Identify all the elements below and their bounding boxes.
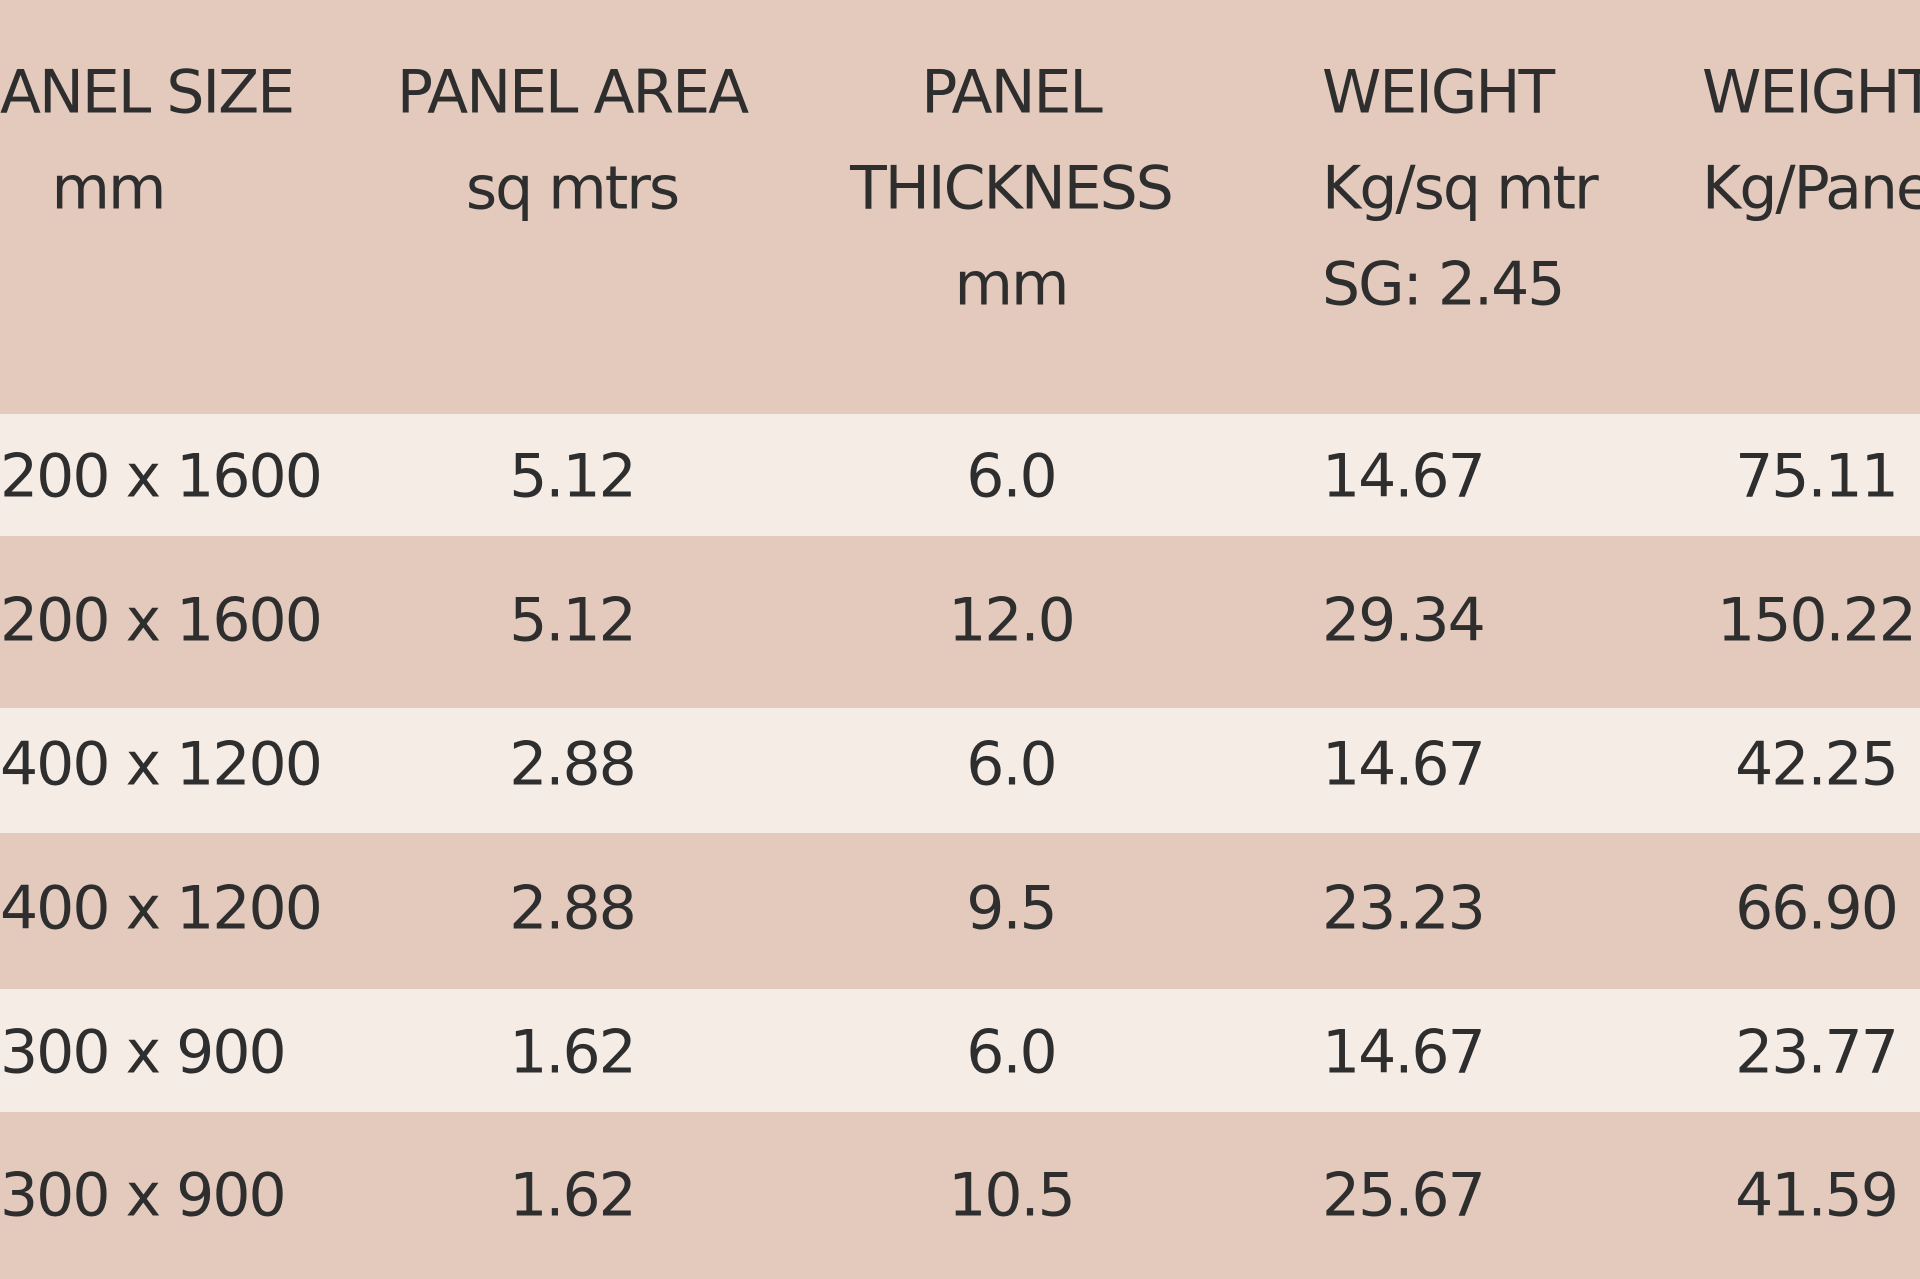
row-background bbox=[0, 414, 1920, 536]
table-cell: 29.34 bbox=[1322, 586, 1484, 656]
table-cell: 41.59 bbox=[1735, 1161, 1897, 1231]
table-cell: 42.25 bbox=[1735, 730, 1897, 800]
table-cell: 12.0 bbox=[948, 586, 1074, 656]
table-cell: 300 x 900 bbox=[0, 1161, 285, 1231]
table-cell: 75.11 bbox=[1735, 442, 1897, 512]
header-cell: THICKNESS bbox=[849, 154, 1172, 224]
table-cell: 6.0 bbox=[966, 442, 1055, 512]
table-cell: 10.5 bbox=[948, 1161, 1074, 1231]
table-cell: 5.12 bbox=[509, 586, 635, 656]
header-cell: PANEL AREA bbox=[397, 58, 749, 128]
row-background bbox=[0, 833, 1920, 989]
table-cell: 6.0 bbox=[966, 1018, 1055, 1088]
table-cell: 66.90 bbox=[1735, 874, 1897, 944]
header-cell: PANEL bbox=[921, 58, 1103, 128]
table-cell: 400 x 1200 bbox=[0, 730, 321, 800]
table-cell: 23.77 bbox=[1735, 1018, 1897, 1088]
table-cell: 14.67 bbox=[1322, 1018, 1484, 1088]
table-cell: 5.12 bbox=[509, 442, 635, 512]
table-cell: 2.88 bbox=[509, 874, 635, 944]
header-cell: Kg/sq mtr bbox=[1322, 154, 1599, 224]
row-background bbox=[0, 536, 1920, 708]
table-cell: 400 x 1200 bbox=[0, 874, 321, 944]
header-cell: SG: 2.45 bbox=[1322, 250, 1563, 320]
header-cell: Kg/Pane bbox=[1702, 154, 1920, 224]
table-cell: 6.0 bbox=[966, 730, 1055, 800]
header-cell: mm bbox=[52, 154, 165, 224]
table-cell: 14.67 bbox=[1322, 730, 1484, 800]
header-background bbox=[0, 0, 1920, 414]
header-cell: sq mtrs bbox=[466, 154, 678, 224]
table-cell: 1.62 bbox=[509, 1161, 635, 1231]
table-cell: 150.22 bbox=[1717, 586, 1915, 656]
table-cell: 9.5 bbox=[966, 874, 1055, 944]
table-cell: 14.67 bbox=[1322, 442, 1484, 512]
table-cell: 2.88 bbox=[509, 730, 635, 800]
table-cell: 200 x 1600 bbox=[0, 442, 321, 512]
table-cell: 1.62 bbox=[509, 1018, 635, 1088]
header-cell: WEIGHT bbox=[1322, 58, 1556, 128]
header-cell: mm bbox=[955, 250, 1068, 320]
table-cell: 25.67 bbox=[1322, 1161, 1484, 1231]
header-cell: WEIGHT bbox=[1702, 58, 1920, 128]
row-background bbox=[0, 989, 1920, 1112]
header-cell: ANEL SIZE bbox=[0, 58, 293, 128]
table-cell: 23.23 bbox=[1322, 874, 1484, 944]
table-cell: 200 x 1600 bbox=[0, 586, 321, 656]
table-cell: 300 x 900 bbox=[0, 1018, 285, 1088]
row-background bbox=[0, 708, 1920, 833]
row-background bbox=[0, 1112, 1920, 1279]
